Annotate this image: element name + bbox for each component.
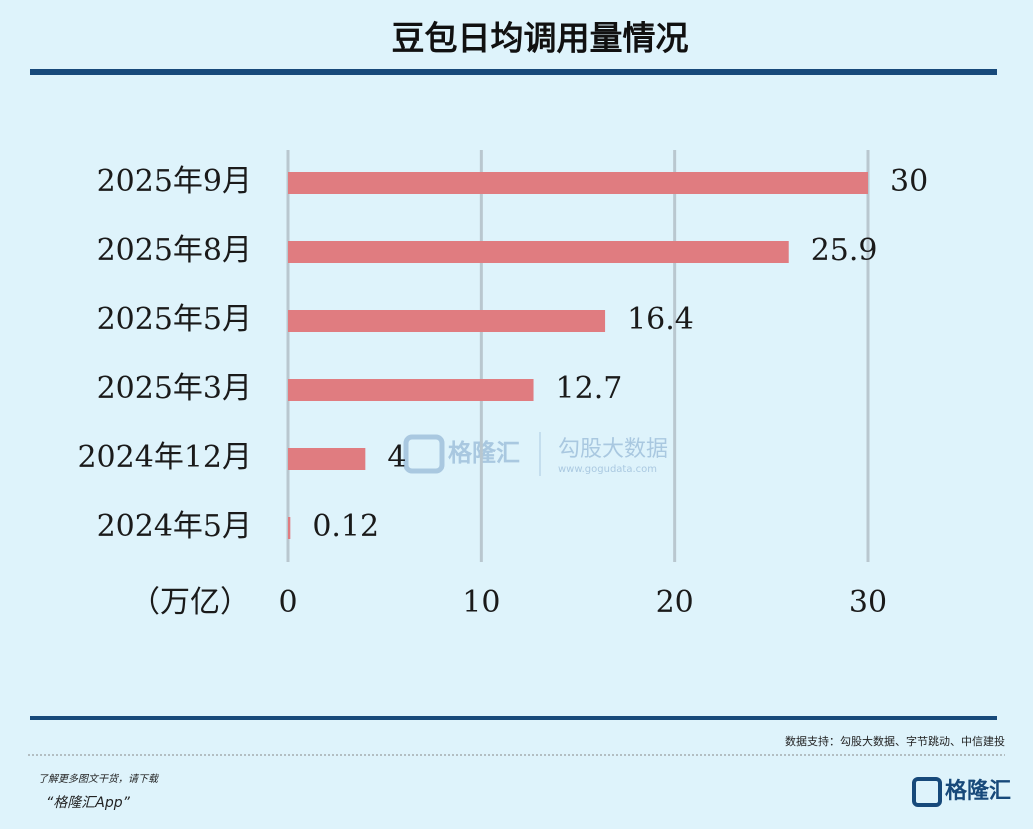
x-tick-label: 0 xyxy=(278,585,297,620)
x-tick-label: 10 xyxy=(462,585,500,620)
promo-app: “格隆汇App” xyxy=(46,795,131,811)
bar xyxy=(288,448,366,470)
bar xyxy=(288,241,789,263)
watermark-brand: 格隆汇 xyxy=(448,439,520,467)
title-rule xyxy=(30,69,997,75)
value-label: 0.12 xyxy=(312,509,379,544)
y-tick-label: 2025年3月 xyxy=(97,371,252,406)
bar xyxy=(288,310,606,332)
value-label: 4 xyxy=(387,440,406,475)
watermark-partner: 勾股大数据 xyxy=(558,437,668,462)
watermark: 格隆汇 勾股大数据 www.gogudata.com xyxy=(403,432,668,476)
source-note: 数据支持：勾股大数据、字节跳动、中信建投 xyxy=(785,734,1005,748)
logo-text: 格隆汇 xyxy=(945,778,1011,804)
y-tick-label: 2024年12月 xyxy=(77,440,252,475)
y-tick-label: 2025年8月 xyxy=(97,233,252,268)
value-label: 25.9 xyxy=(811,233,878,268)
value-label: 30 xyxy=(890,164,928,199)
x-tick-label: 20 xyxy=(656,585,694,620)
chart-title: 豆包日均调用量情况 xyxy=(392,19,689,58)
bottom-rule xyxy=(30,716,997,720)
bar xyxy=(288,517,291,539)
bar xyxy=(288,379,534,401)
bar xyxy=(288,172,868,194)
y-tick-label: 2025年9月 xyxy=(97,164,252,199)
value-label: 12.7 xyxy=(556,371,623,406)
value-label: 16.4 xyxy=(627,302,694,337)
y-tick-label: 2024年5月 xyxy=(97,509,252,544)
watermark-url: www.gogudata.com xyxy=(558,464,657,475)
x-axis-label: （万亿） xyxy=(130,585,250,620)
logo-icon xyxy=(912,777,942,807)
x-tick-label: 30 xyxy=(849,585,887,620)
promo-text: 了解更多图文干货，请下载 xyxy=(38,773,160,785)
y-tick-label: 2025年5月 xyxy=(97,302,252,337)
watermark-icon xyxy=(403,434,445,474)
